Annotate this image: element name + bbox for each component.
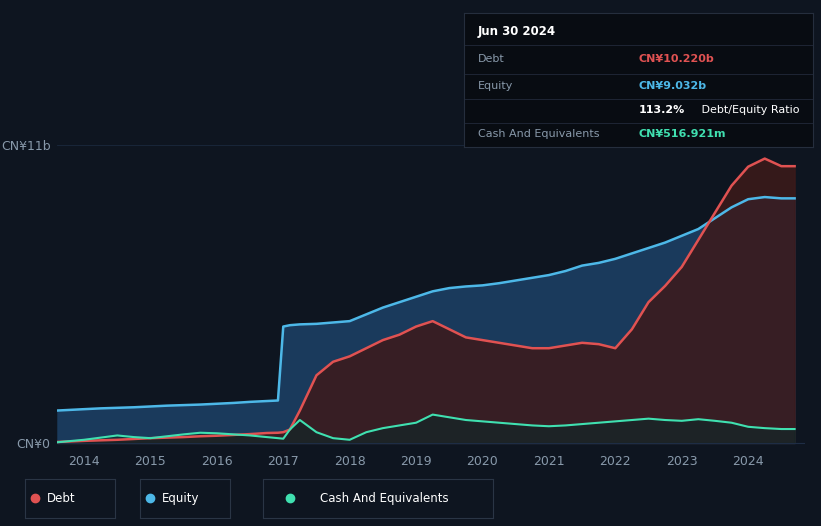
Text: Debt/Equity Ratio: Debt/Equity Ratio [698, 105, 799, 115]
Text: Debt: Debt [478, 54, 505, 64]
Text: Cash And Equivalents: Cash And Equivalents [320, 492, 449, 505]
Text: CN¥10.220b: CN¥10.220b [639, 54, 714, 64]
Text: Equity: Equity [478, 80, 513, 90]
Text: Jun 30 2024: Jun 30 2024 [478, 25, 556, 38]
Text: 113.2%: 113.2% [639, 105, 685, 115]
Text: Cash And Equivalents: Cash And Equivalents [478, 129, 599, 139]
Text: CN¥516.921m: CN¥516.921m [639, 129, 726, 139]
Text: Debt: Debt [48, 492, 76, 505]
Text: CN¥9.032b: CN¥9.032b [639, 80, 706, 90]
Text: Equity: Equity [163, 492, 200, 505]
